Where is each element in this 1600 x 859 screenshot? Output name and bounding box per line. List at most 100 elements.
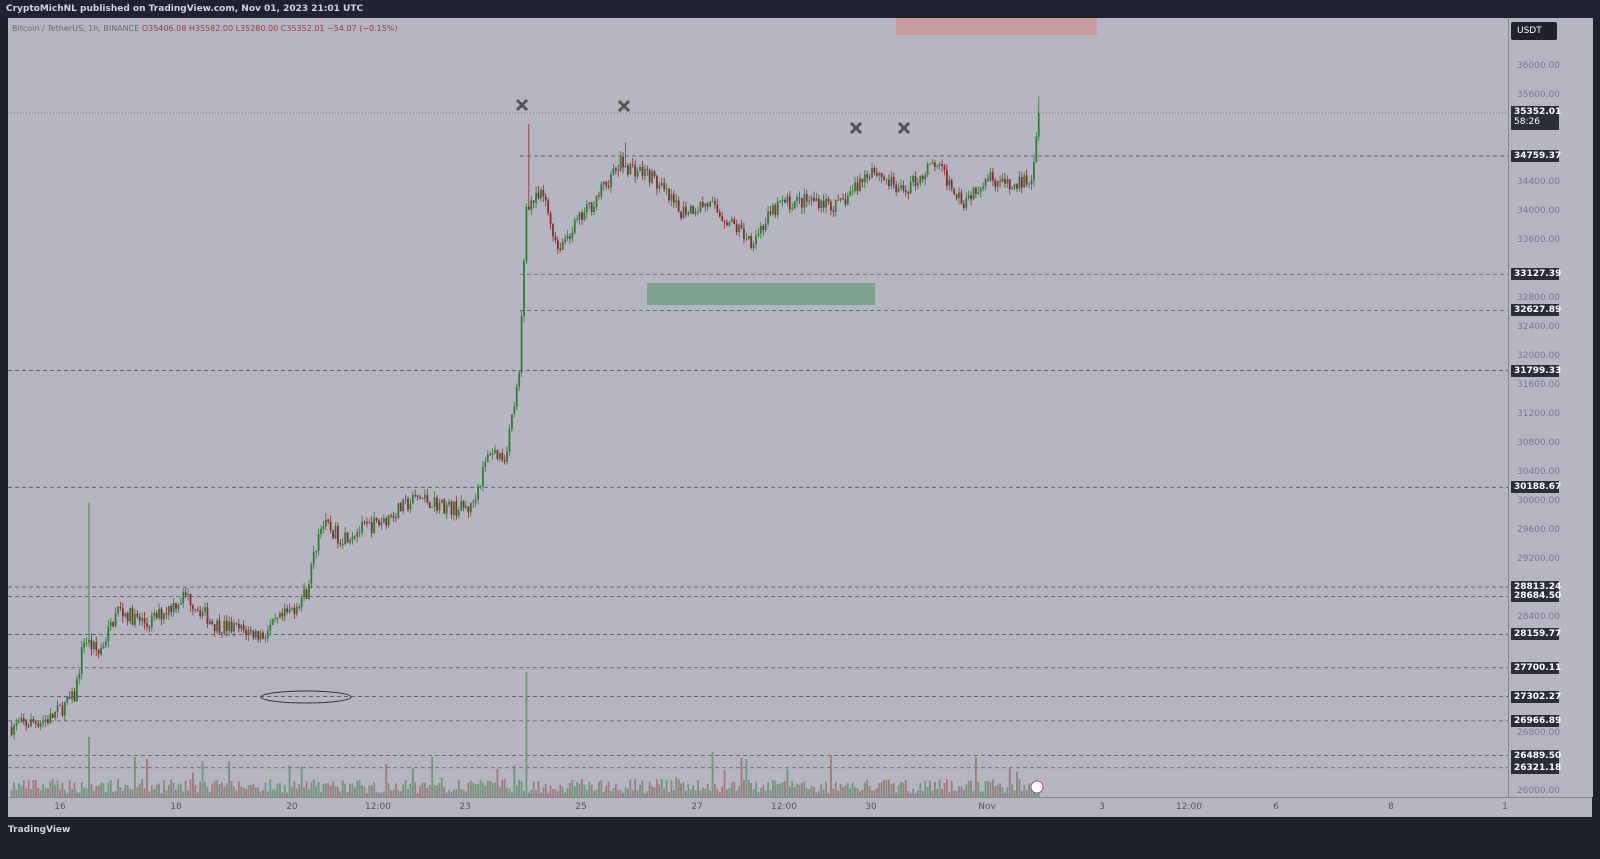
volume-bar: [769, 790, 772, 797]
chart-canvas[interactable]: [8, 18, 1508, 797]
candle-body: [733, 218, 736, 225]
candle-body: [121, 608, 124, 617]
volume-bar: [846, 782, 849, 797]
candle-body: [334, 525, 337, 539]
volume-bar: [25, 788, 28, 797]
volume-bar: [426, 787, 429, 797]
candle-body: [846, 195, 849, 205]
volume-bar: [257, 787, 260, 797]
volume-bar: [924, 780, 927, 797]
volume-bar: [791, 780, 794, 797]
candle-body: [322, 526, 325, 529]
candle-body: [547, 200, 550, 214]
volume-bar: [216, 780, 218, 797]
candle-body: [138, 616, 141, 621]
volume-bar: [817, 791, 820, 797]
candle-body: [59, 705, 61, 707]
volume-bar: [610, 791, 612, 797]
volume-bar: [730, 782, 733, 797]
volume-bar: [863, 782, 866, 797]
candle-body: [762, 225, 765, 231]
time-axis[interactable]: 16 18 20 12:00 23 25 27 12:00 30 Nov 3 12:00 6 8 1: [8, 797, 1592, 818]
candle-body: [146, 623, 148, 627]
candle-body: [407, 498, 409, 510]
candle-body: [119, 606, 122, 609]
candle-body: [221, 633, 223, 634]
candle-body: [344, 532, 347, 544]
level-label: 34759.37: [1511, 149, 1561, 162]
volume-bar: [245, 788, 247, 797]
volume-bar: [370, 785, 373, 797]
volume-bar: [192, 772, 194, 797]
candle-body: [960, 192, 963, 204]
volume-bar: [602, 791, 605, 797]
volume-bar: [822, 789, 825, 797]
volume-bar: [677, 779, 680, 797]
volume-bar: [358, 779, 361, 797]
candle-body: [1033, 161, 1035, 181]
candle-body: [158, 608, 160, 619]
candle-body: [305, 589, 308, 599]
x-marker-icon: [897, 121, 911, 135]
volume-bar: [651, 786, 653, 797]
candle-body: [805, 194, 808, 202]
candle-body: [682, 206, 685, 219]
candle-body: [484, 461, 487, 467]
price-chart[interactable]: Bitcoin / TetherUS, 1h, BINANCE O35406.0…: [8, 18, 1508, 797]
candle-body: [361, 521, 363, 533]
candle-body: [366, 521, 368, 524]
candle-body: [873, 167, 876, 173]
candle-body: [286, 608, 289, 612]
candle-body: [467, 506, 470, 513]
candle-body: [839, 198, 842, 201]
volume-bar: [182, 791, 185, 797]
volume-bar: [764, 790, 767, 797]
volume-bar: [344, 783, 347, 797]
volume-bar: [288, 765, 291, 797]
candle-body: [131, 607, 134, 625]
volume-bar: [194, 785, 197, 797]
currency-button[interactable]: USDT: [1511, 22, 1557, 40]
candle-body: [170, 605, 173, 613]
volume-bar: [844, 785, 847, 797]
candle-body: [750, 235, 753, 248]
candle-body: [92, 641, 95, 650]
candle-body: [187, 594, 189, 596]
price-axis[interactable]: USDT 34759.37 33127.39 32627.89 31799.33 301…: [1508, 18, 1593, 797]
volume-bar: [805, 788, 808, 797]
candle-body: [578, 212, 581, 220]
candle-body: [472, 501, 475, 503]
volume-bar: [315, 786, 318, 797]
volume-bar: [842, 786, 844, 797]
candle-body: [583, 212, 586, 220]
candle-body: [999, 181, 1001, 182]
candle-body: [711, 201, 714, 203]
volume-bar: [353, 787, 356, 797]
candle-body: [112, 621, 115, 627]
candle-body: [656, 176, 658, 189]
volume-bar: [936, 788, 939, 797]
candle-body: [136, 613, 139, 617]
price-tick: 32000.00: [1517, 351, 1560, 361]
candle-body: [496, 449, 499, 459]
candle-body: [1016, 184, 1018, 189]
volume-bar: [880, 782, 883, 797]
volume-bar: [436, 785, 438, 797]
candle-body: [373, 517, 376, 534]
volume-bar: [658, 784, 661, 797]
volume-bar: [738, 786, 740, 797]
candle-body: [54, 712, 57, 718]
candle-body: [668, 188, 670, 201]
volume-bar: [341, 780, 344, 797]
candle-body: [237, 623, 240, 629]
candle-body: [204, 607, 206, 612]
candle-body: [1006, 179, 1009, 184]
candle-body: [590, 202, 593, 212]
volume-bar: [861, 789, 864, 797]
volume-bar: [387, 783, 390, 797]
volume-bar: [682, 782, 685, 797]
candle-body: [453, 501, 455, 515]
level-label: 31799.33: [1511, 364, 1561, 377]
candle-body: [230, 621, 233, 632]
volume-bar: [240, 786, 243, 797]
